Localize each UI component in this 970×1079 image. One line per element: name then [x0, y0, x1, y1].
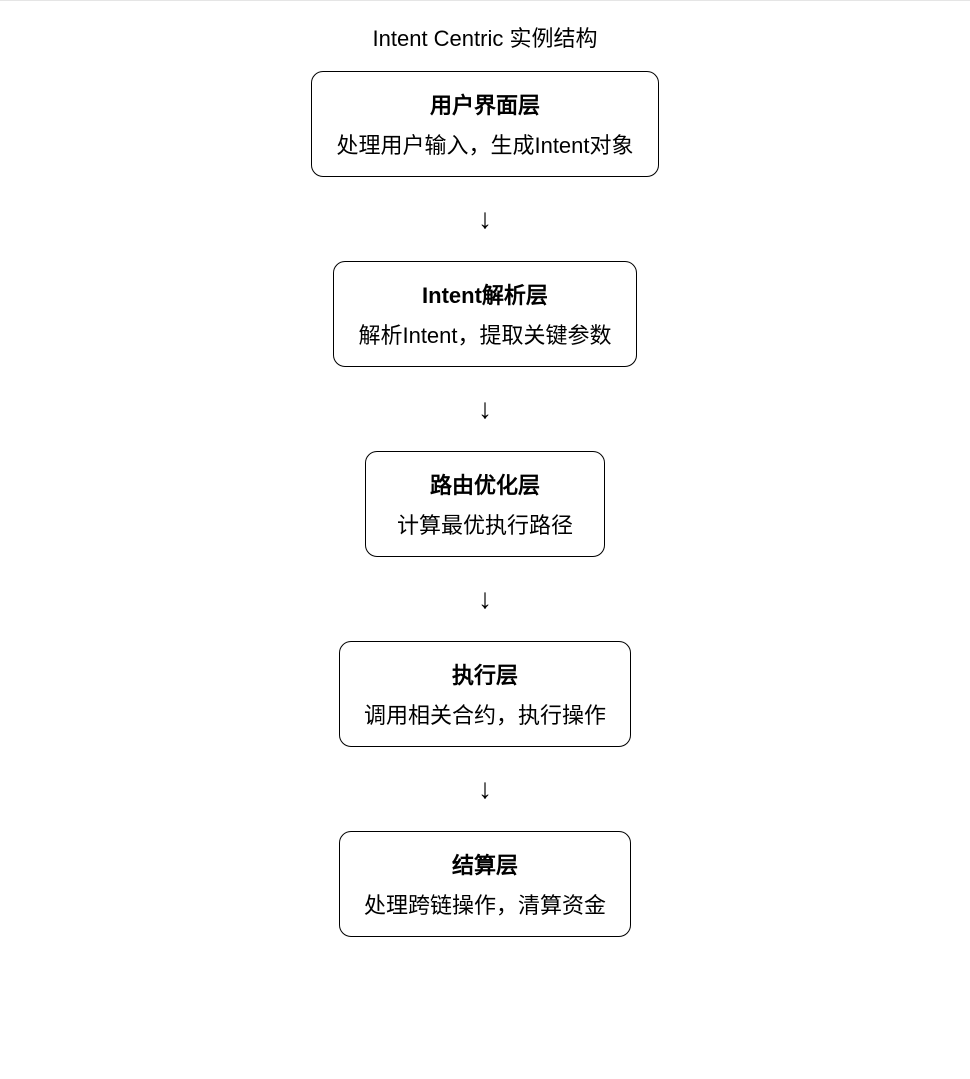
flow-node-settle-layer: 结算层 处理跨链操作，清算资金: [339, 831, 631, 937]
node-title: 路由优化层: [390, 468, 580, 500]
node-description: 计算最优执行路径: [390, 508, 580, 540]
flow-node-route-layer: 路由优化层 计算最优执行路径: [365, 451, 605, 557]
node-title: 执行层: [364, 658, 606, 690]
node-description: 处理用户输入，生成Intent对象: [336, 128, 633, 160]
flow-node-exec-layer: 执行层 调用相关合约，执行操作: [339, 641, 631, 747]
arrow-down-icon: ↓: [478, 585, 492, 613]
arrow-down-icon: ↓: [478, 775, 492, 803]
flow-node-parse-layer: Intent解析层 解析Intent，提取关键参数: [333, 261, 636, 367]
flow-container: 用户界面层 处理用户输入，生成Intent对象 ↓ Intent解析层 解析In…: [311, 71, 658, 937]
node-title: 用户界面层: [336, 88, 633, 120]
node-description: 调用相关合约，执行操作: [364, 698, 606, 730]
node-title: Intent解析层: [358, 278, 611, 310]
flow-node-ui-layer: 用户界面层 处理用户输入，生成Intent对象: [311, 71, 658, 177]
node-description: 解析Intent，提取关键参数: [358, 318, 611, 350]
node-title: 结算层: [364, 848, 606, 880]
node-description: 处理跨链操作，清算资金: [364, 888, 606, 920]
arrow-down-icon: ↓: [478, 395, 492, 423]
arrow-down-icon: ↓: [478, 205, 492, 233]
diagram-title: Intent Centric 实例结构: [373, 21, 598, 53]
